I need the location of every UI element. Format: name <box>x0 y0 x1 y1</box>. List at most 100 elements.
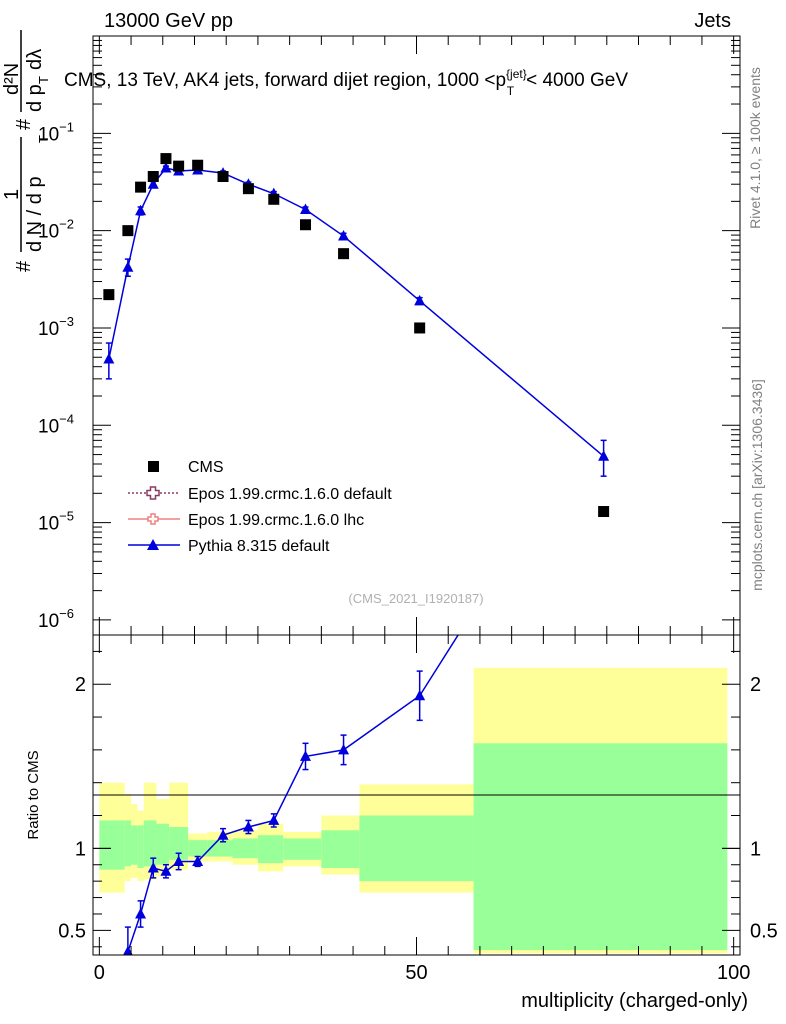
ratio-y-tick-label: 0.5 <box>58 920 86 942</box>
legend-pythia-marker <box>147 539 159 550</box>
ratio-x-tick-label: 0 <box>94 962 105 984</box>
ylabel-hash-2: # <box>13 118 35 130</box>
ratio-band-inner <box>232 838 258 859</box>
legend-entry-cms: CMS <box>148 459 224 476</box>
ratio-y-tick-label-right: 2 <box>750 674 761 696</box>
cms-main-point <box>338 248 350 260</box>
legend-epos-lhc-label: Epos 1.99.crmc.1.6.0 lhc <box>188 512 364 529</box>
ratio-panel: 0.5 0.5 1 1 2 2 0 50 100 Ratio to CMS multiplic… <box>25 634 778 1012</box>
ratio-band-inner <box>124 820 132 867</box>
ratio-x-tick-label: 50 <box>405 962 427 984</box>
pythia-ratio-point <box>147 862 159 873</box>
main-y-tick-labels: 10−1 10−2 10−3 10−4 10−5 10−6 <box>38 119 74 632</box>
cms-main-point <box>414 322 426 334</box>
pythia-ratio-point <box>299 750 311 761</box>
pythia-ratio-clipped <box>123 635 460 955</box>
cms-main-point <box>160 153 172 165</box>
legend-cms-marker <box>148 461 159 472</box>
main-title: CMS, 13 TeV, AK4 jets, forward dijet reg… <box>64 67 628 98</box>
pythia-main-point <box>135 204 147 216</box>
pythia-main-point <box>122 261 134 272</box>
ratio-band-inner <box>156 823 170 865</box>
main-panel: 10−1 10−2 10−3 10−4 10−5 10−6 CMS, 13 TeV, AK… <box>38 35 741 636</box>
legend: CMS Epos 1.99.crmc.1.6.0 default Epos 1.… <box>128 459 392 555</box>
cms-main-point <box>173 160 185 172</box>
ylabel-num1: 1 <box>1 189 23 200</box>
ylabel-num2: d²N <box>1 63 23 95</box>
ratio-band-inner <box>321 830 360 869</box>
pythia-ratio-point <box>414 689 426 701</box>
main-x-ticks <box>98 36 735 635</box>
header-category-label: Jets <box>694 10 731 32</box>
main-y-tick-label: 10−6 <box>38 606 74 632</box>
ratio-y-tick-label: 2 <box>75 674 86 696</box>
ylabel-hash-1: # <box>13 260 35 272</box>
cms-main-point <box>122 225 134 237</box>
cms-main-series <box>103 153 610 518</box>
cms-main-point <box>103 289 115 301</box>
pythia-main-point <box>299 203 311 214</box>
pythia-ratio-point <box>268 814 280 825</box>
pythia-main-point <box>147 178 159 189</box>
pythia-ratio-point <box>160 865 172 876</box>
pythia-ratio-point <box>135 907 147 919</box>
pythia-main-point <box>598 450 610 461</box>
ratio-uncertainty-bands <box>99 667 728 954</box>
pythia-main-point <box>414 294 426 306</box>
cms-main-point <box>598 506 610 518</box>
rivet-version-label: Rivet 4.1.0, ≥ 100k events <box>747 67 763 229</box>
pythia-main-series <box>103 162 610 477</box>
pythia-main-point <box>103 352 115 364</box>
ylabel-den1-sub: T <box>36 135 51 143</box>
header-energy-label: 13000 GeV pp <box>104 10 233 32</box>
ratio-band-inner <box>143 820 157 867</box>
cms-main-point <box>268 193 280 205</box>
pythia-ratio-point <box>123 945 133 955</box>
ratio-x-ticks <box>98 635 735 955</box>
pythia-main-point <box>338 230 350 241</box>
ylabel-den2b: dλ <box>24 49 46 70</box>
ratio-band-inner <box>473 743 728 951</box>
main-y-axis-label: # d N / d p T 1 # d²N d p T dλ <box>1 30 51 272</box>
x-axis-label: multiplicity (charged-only) <box>521 990 748 1012</box>
main-y-tick-label: 10−1 <box>38 119 74 145</box>
ylabel-den1: d N / d p <box>24 176 46 252</box>
legend-epos-lhc-marker <box>147 513 159 525</box>
ratio-band-inner <box>257 835 284 864</box>
cms-main-point <box>135 181 147 193</box>
ratio-band-inner <box>169 827 189 860</box>
pythia-ratio-line <box>124 635 460 955</box>
legend-pythia-label: Pythia 8.315 default <box>188 538 330 555</box>
ratio-band-inner <box>188 840 208 857</box>
legend-cms-label: CMS <box>188 459 224 476</box>
ylabel-den2-sub: T <box>36 76 51 84</box>
pythia-ratio-point <box>338 743 350 755</box>
ratio-band-inner <box>99 820 125 870</box>
ratio-x-tick-label: 100 <box>717 962 750 984</box>
legend-epos-default-marker <box>146 486 160 500</box>
main-y-tick-label: 10−5 <box>38 509 74 535</box>
legend-entry-epos-default: Epos 1.99.crmc.1.6.0 default <box>128 486 392 503</box>
main-y-tick-label: 10−3 <box>38 314 74 340</box>
ratio-band-inner <box>283 838 322 860</box>
ratio-band-inner <box>359 815 474 882</box>
ratio-y-axis-label: Ratio to CMS <box>25 750 42 839</box>
ylabel-den2: d p <box>24 84 46 112</box>
ratio-y-tick-label-right: 0.5 <box>750 920 778 942</box>
pythia-ratio-point <box>173 855 185 866</box>
legend-epos-default-label: Epos 1.99.crmc.1.6.0 default <box>188 486 392 503</box>
pythia-ratio-series <box>123 635 460 955</box>
cms-main-point <box>299 219 311 231</box>
ratio-band-inner <box>131 825 138 865</box>
ratio-y-ticks <box>93 650 740 948</box>
ratio-y-tick-labels: 0.5 0.5 1 1 2 2 <box>58 674 778 942</box>
main-y-tick-label: 10−2 <box>38 217 74 243</box>
ratio-band-inner <box>137 825 144 869</box>
cms-main-point <box>147 171 159 183</box>
main-y-tick-label: 10−4 <box>38 411 74 437</box>
pythia-ratio-point <box>217 829 229 840</box>
cms-main-point <box>242 183 254 195</box>
mcplots-label: mcplots.cern.ch [arXiv:1306.3436] <box>749 379 765 591</box>
cms-main-point <box>217 171 229 183</box>
